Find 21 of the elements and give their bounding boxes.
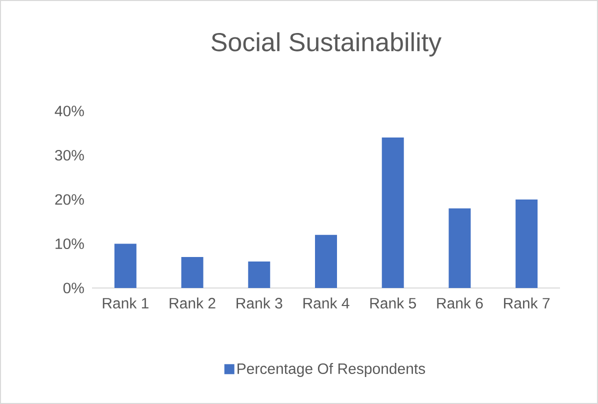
legend-label: Percentage Of Respondents [238,362,426,377]
y-tick-label: 0% [63,282,84,294]
bar [181,257,204,288]
x-tick-label: Rank 7 [504,298,550,309]
x-tick-label: Rank 1 [102,298,148,309]
y-tick-label: 20% [55,194,84,205]
x-tick-label: Rank 4 [303,298,350,309]
bar [114,244,136,288]
bar [516,200,538,288]
bar [315,234,337,288]
y-tick-label: 10% [56,238,84,250]
y-tick-label: 30% [55,150,84,161]
bar [248,261,270,288]
chart-title: Social Sustainability [212,32,442,56]
x-tick-label: Rank 6 [437,298,483,309]
x-tick-label: Rank 5 [370,298,416,309]
bar [382,138,404,288]
bar [448,208,471,288]
x-tick-label: Rank 2 [170,298,216,309]
x-tick-label: Rank 3 [236,298,282,309]
y-tick-label: 40% [54,106,84,116]
